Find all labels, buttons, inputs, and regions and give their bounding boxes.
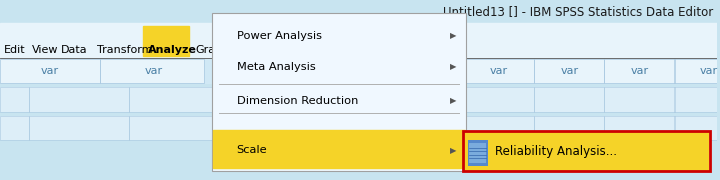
Text: Scale: Scale [237,145,267,155]
Bar [0,58,100,83]
Text: Extensions: Extensions [287,45,347,55]
Bar [100,58,204,83]
Bar [0,58,100,83]
Bar [129,116,212,140]
Bar [462,131,710,171]
Text: var: var [700,66,719,76]
Bar [674,58,720,83]
Bar [212,13,466,171]
Text: ▶: ▶ [450,31,456,40]
Bar [464,87,534,112]
Bar [464,87,534,112]
Text: Reliability Analysis...: Reliability Analysis... [495,145,617,158]
Bar [534,58,605,83]
Bar [674,87,720,112]
Bar [213,130,464,168]
Bar [674,116,720,140]
Text: Analyze: Analyze [148,45,197,55]
Text: Data: Data [61,45,88,55]
Bar [534,116,605,140]
Bar [534,87,605,112]
Bar [212,13,466,171]
Text: Transform: Transform [96,45,153,55]
Text: Help: Help [384,45,409,55]
Bar [605,87,675,112]
Bar [605,116,675,140]
Bar [29,116,129,140]
Text: Utilities: Utilities [237,45,279,55]
Bar [0,58,717,83]
Bar [29,87,129,112]
Text: ▶: ▶ [450,146,456,155]
Bar [605,87,675,112]
Bar [605,58,675,83]
Bar [0,87,29,112]
Bar [464,58,534,83]
Bar [534,87,605,112]
Bar [605,58,675,83]
Text: Edit: Edit [4,45,25,55]
Bar [534,58,605,83]
Bar [29,116,129,140]
Text: Meta Analysis: Meta Analysis [237,62,315,72]
Bar [0,87,29,112]
Bar [674,58,720,83]
Text: var: var [41,66,59,76]
Bar [0,23,717,58]
Bar [462,131,710,171]
Text: Power Analysis: Power Analysis [237,31,322,41]
Bar [0,116,29,140]
Bar [464,116,534,140]
Text: Window: Window [344,45,388,55]
Bar [674,116,720,140]
Bar [674,87,720,112]
Bar [467,140,487,166]
Bar [100,58,204,83]
Text: ▶: ▶ [450,62,456,71]
Text: View: View [32,45,59,55]
Bar [129,87,212,112]
Bar [29,87,129,112]
Bar [0,116,29,140]
Text: ▶: ▶ [450,96,456,105]
Text: var: var [490,66,508,76]
Text: Untitled13 [] - IBM SPSS Statistics Data Editor: Untitled13 [] - IBM SPSS Statistics Data… [444,5,714,18]
Bar [534,116,605,140]
Text: Dimension Reduction: Dimension Reduction [237,96,358,106]
Text: var: var [145,66,163,76]
Bar [129,87,212,112]
Bar [129,116,212,140]
Bar [464,58,534,83]
Bar [143,26,189,56]
Bar [605,116,675,140]
Bar [0,0,717,23]
Bar [464,116,534,140]
Text: Graphs: Graphs [195,45,235,55]
Text: var: var [560,66,578,76]
Bar [469,143,486,163]
Text: var: var [631,66,649,76]
Bar [464,132,708,170]
